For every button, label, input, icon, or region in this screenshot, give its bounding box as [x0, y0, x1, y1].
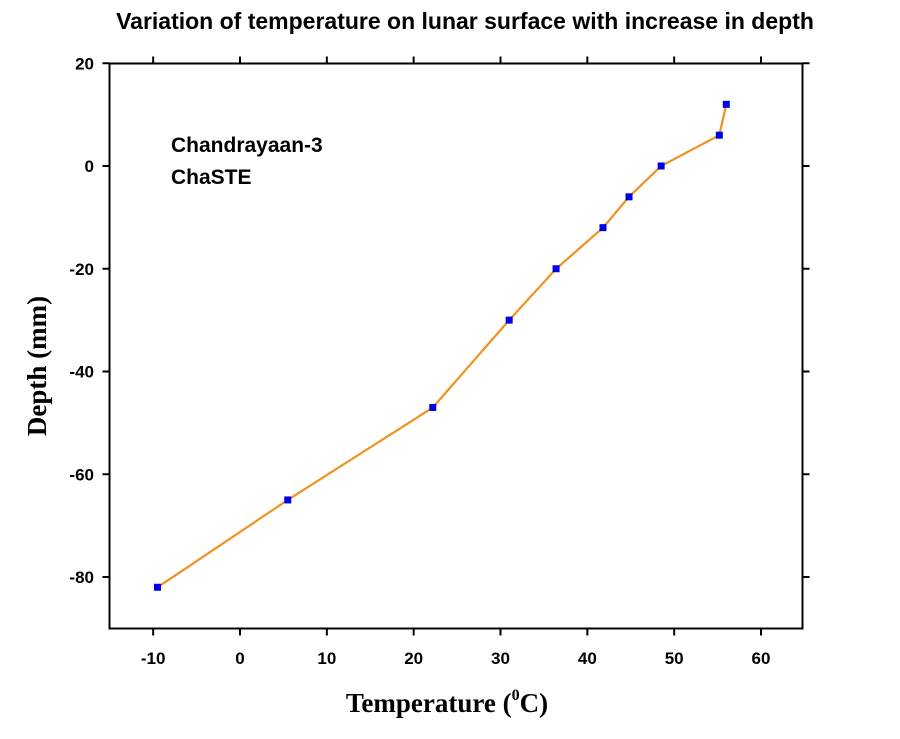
x-tick-label: -10 — [141, 649, 166, 668]
x-tick-label: 40 — [578, 649, 597, 668]
x-tick-label: 0 — [235, 649, 244, 668]
series-markers — [154, 100, 730, 591]
x-tick-label: 60 — [752, 649, 771, 668]
y-tick-label: -40 — [69, 363, 94, 382]
data-point-marker — [715, 131, 723, 139]
data-point-marker — [429, 403, 437, 411]
x-tick-label: 10 — [317, 649, 336, 668]
x-tick-labels: -10 0 10 20 30 40 50 60 — [141, 649, 771, 668]
y-tick-label: 20 — [75, 54, 94, 73]
y-tick-label: -20 — [69, 260, 94, 279]
x-axis-label-unit: C) — [520, 688, 549, 718]
x-axis-label-superscript: 0 — [512, 687, 520, 704]
y-tick-labels: 20 0 -20 -40 -60 -80 — [69, 54, 94, 587]
x-tick-label: 50 — [665, 649, 684, 668]
y-tick-label: -80 — [69, 568, 94, 587]
y-axis-label: Depth (mm) — [22, 296, 52, 436]
y-tick-label: 0 — [85, 157, 94, 176]
x-axis-label-text: Temperature ( — [346, 688, 512, 718]
data-point-marker — [284, 496, 292, 504]
data-point-marker — [505, 316, 513, 324]
data-point-marker — [599, 224, 607, 232]
chart-title: Variation of temperature on lunar surfac… — [116, 8, 814, 34]
y-tick-label: -60 — [69, 465, 94, 484]
data-point-marker — [625, 193, 633, 201]
annotation-mission: Chandrayaan-3 — [171, 134, 323, 157]
data-point-marker — [552, 265, 560, 273]
axis-ticks — [102, 56, 810, 636]
x-tick-label: 20 — [404, 649, 423, 668]
annotation-instrument: ChaSTE — [171, 166, 252, 189]
data-point-marker — [154, 583, 162, 591]
series-line — [156, 104, 728, 589]
plot-area-frame — [108, 62, 804, 630]
data-point-marker — [722, 100, 730, 108]
data-point-marker — [657, 162, 665, 170]
x-tick-label: 30 — [491, 649, 510, 668]
x-axis-label: Temperature (0C) — [346, 687, 548, 718]
